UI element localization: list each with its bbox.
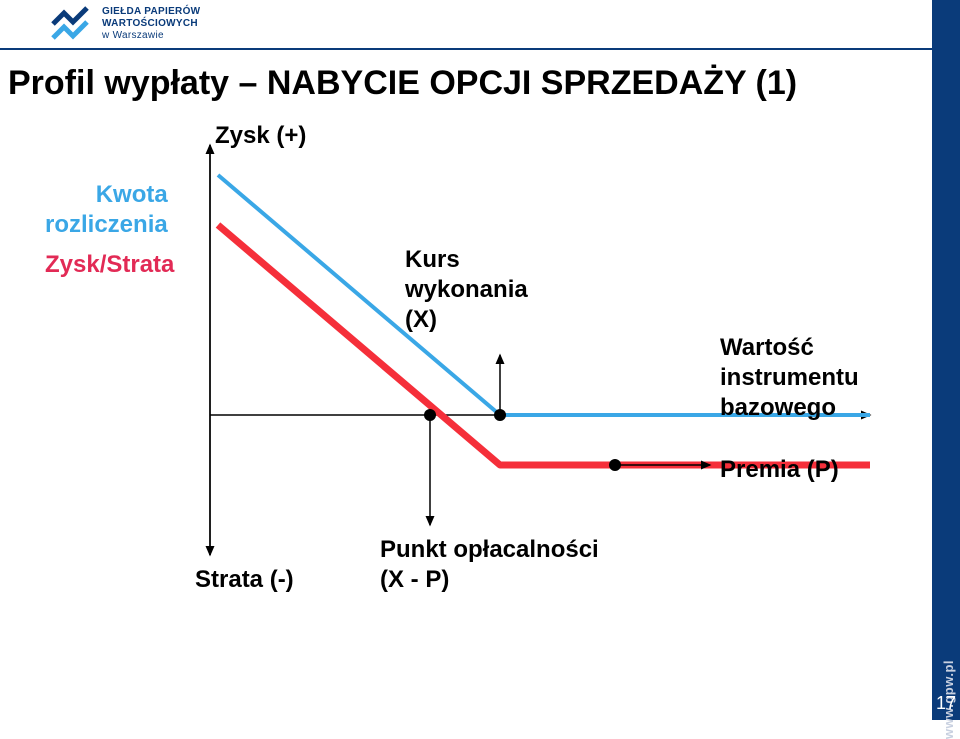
logo: GIEŁDA PAPIERÓW WARTOŚCIOWYCH w Warszawi… [50,4,200,44]
page-number: 17 [936,693,956,714]
label-punkt-oplacalnosci: Punkt opłacalności(X - P) [380,535,599,595]
label-premia: Premia (P) [720,455,839,485]
page-title: Profil wypłaty – NABYCIE OPCJI SPRZEDAŻY… [8,64,797,103]
label-kurs-wykonania: Kurswykonania(X) [405,245,528,335]
label-zysk-strata: Zysk/Strata [45,250,174,280]
logo-text: GIEŁDA PAPIERÓW WARTOŚCIOWYCH w Warszawi… [102,6,200,42]
logo-line1: GIEŁDA PAPIERÓW [102,6,200,18]
label-strata-minus: Strata (-) [195,565,294,595]
label-zysk-plus: Zysk (+) [215,121,306,151]
label-wartosc-instrumentu: Wartośćinstrumentubazowego [720,333,859,423]
label-kwota-rozliczenia: Kwotarozliczenia [45,180,168,240]
payoff-diagram: Zysk (+) Kwotarozliczenia Zysk/Strata St… [0,115,960,675]
header: GIEŁDA PAPIERÓW WARTOŚCIOWYCH w Warszawi… [0,0,960,50]
gpw-logo-icon [50,4,90,44]
logo-line2: WARTOŚCIOWYCH [102,18,200,30]
logo-line3: w Warszawie [102,30,200,42]
footer-bar: www.gpw.pl 17 [932,0,960,720]
